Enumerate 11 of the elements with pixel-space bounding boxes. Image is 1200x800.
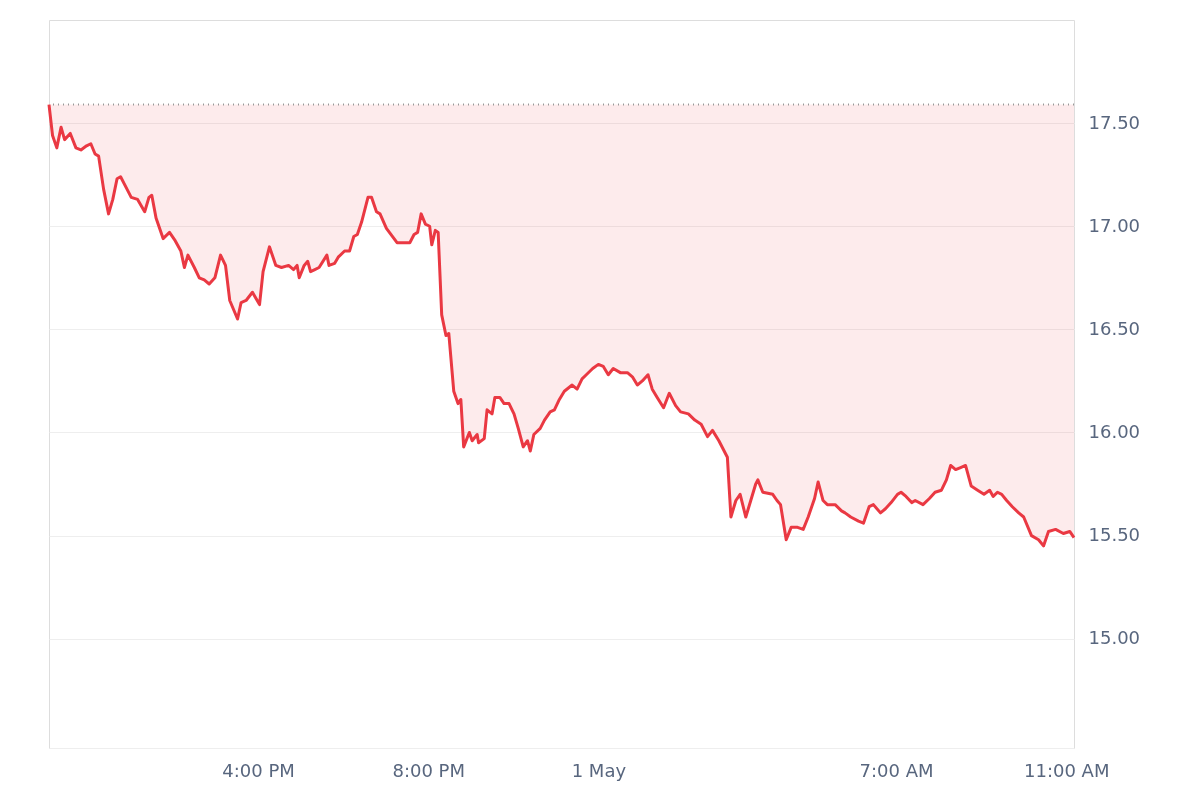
x-tick-label: 7:00 AM bbox=[859, 759, 934, 781]
y-tick-label: 17.50 bbox=[1088, 111, 1141, 133]
y-tick-label: 15.00 bbox=[1088, 627, 1141, 649]
y-tick-label: 16.50 bbox=[1088, 317, 1141, 339]
y-tick-label: 17.00 bbox=[1088, 214, 1141, 236]
y-tick-label: 15.50 bbox=[1088, 524, 1141, 546]
y-tick-label: 16.00 bbox=[1088, 420, 1141, 442]
x-tick-label: 8:00 PM bbox=[392, 759, 465, 781]
x-tick-label: 11:00 AM bbox=[1023, 759, 1110, 781]
x-tick-label: 1 May bbox=[571, 759, 627, 781]
x-tick-label: 4:00 PM bbox=[222, 759, 295, 781]
